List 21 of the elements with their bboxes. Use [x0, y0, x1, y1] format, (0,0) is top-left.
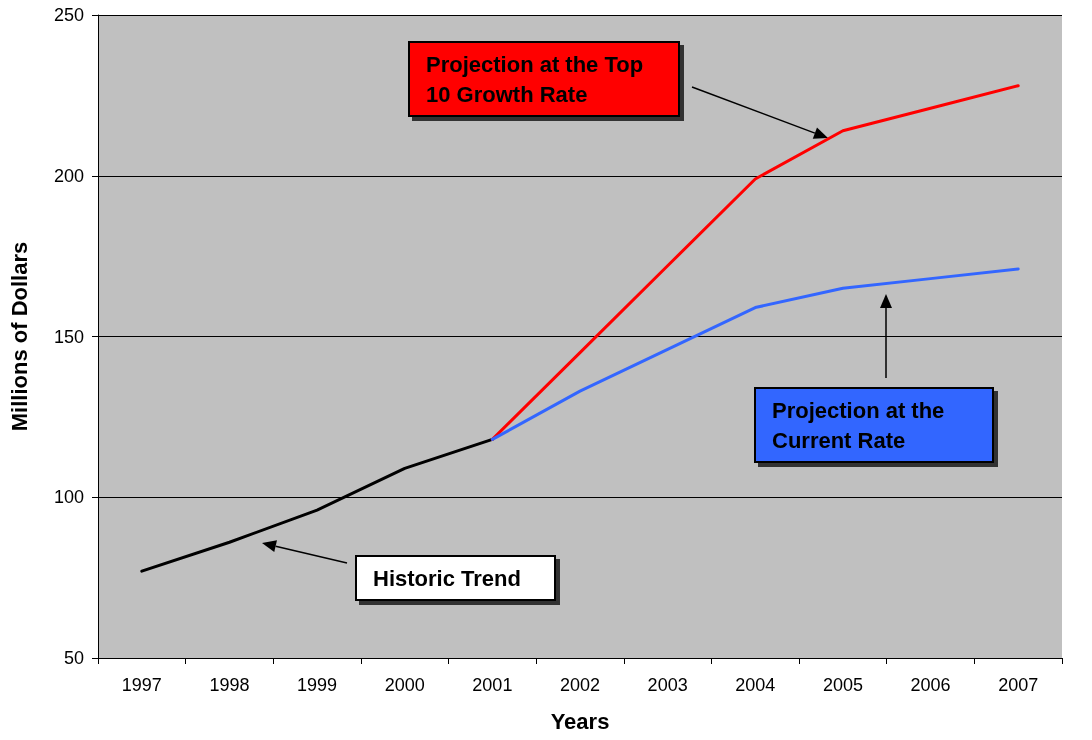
y-tick-label: 50: [63, 648, 84, 668]
x-tick-label: 1997: [121, 675, 162, 695]
text: Projection at the Current Rate: [772, 397, 951, 453]
text: Historic Trend: [373, 565, 521, 591]
x-tick-label: 2006: [910, 675, 951, 695]
x-tick-label: 1998: [209, 675, 250, 695]
x-tick-label: 2004: [735, 675, 776, 695]
x-tick-label: 2001: [472, 675, 513, 695]
x-tick-label: 2003: [647, 675, 688, 695]
x-tick-label: 2007: [998, 675, 1039, 695]
y-tick-label: 150: [53, 326, 84, 347]
x-tick-label: 2005: [822, 675, 863, 695]
y-tick-label: 100: [53, 487, 84, 508]
x-tick-label: 2000: [384, 675, 425, 695]
y-axis-title: Millions of Dollars: [6, 241, 32, 432]
x-axis-title: Years: [550, 708, 610, 734]
x-tick-label: 1999: [297, 675, 338, 695]
y-tick-label: 200: [53, 165, 84, 186]
y-tick-label: 250: [53, 5, 84, 25]
text: Projection at the Top 10 Growth Rate: [426, 51, 650, 107]
x-tick-label: 2002: [559, 675, 601, 695]
